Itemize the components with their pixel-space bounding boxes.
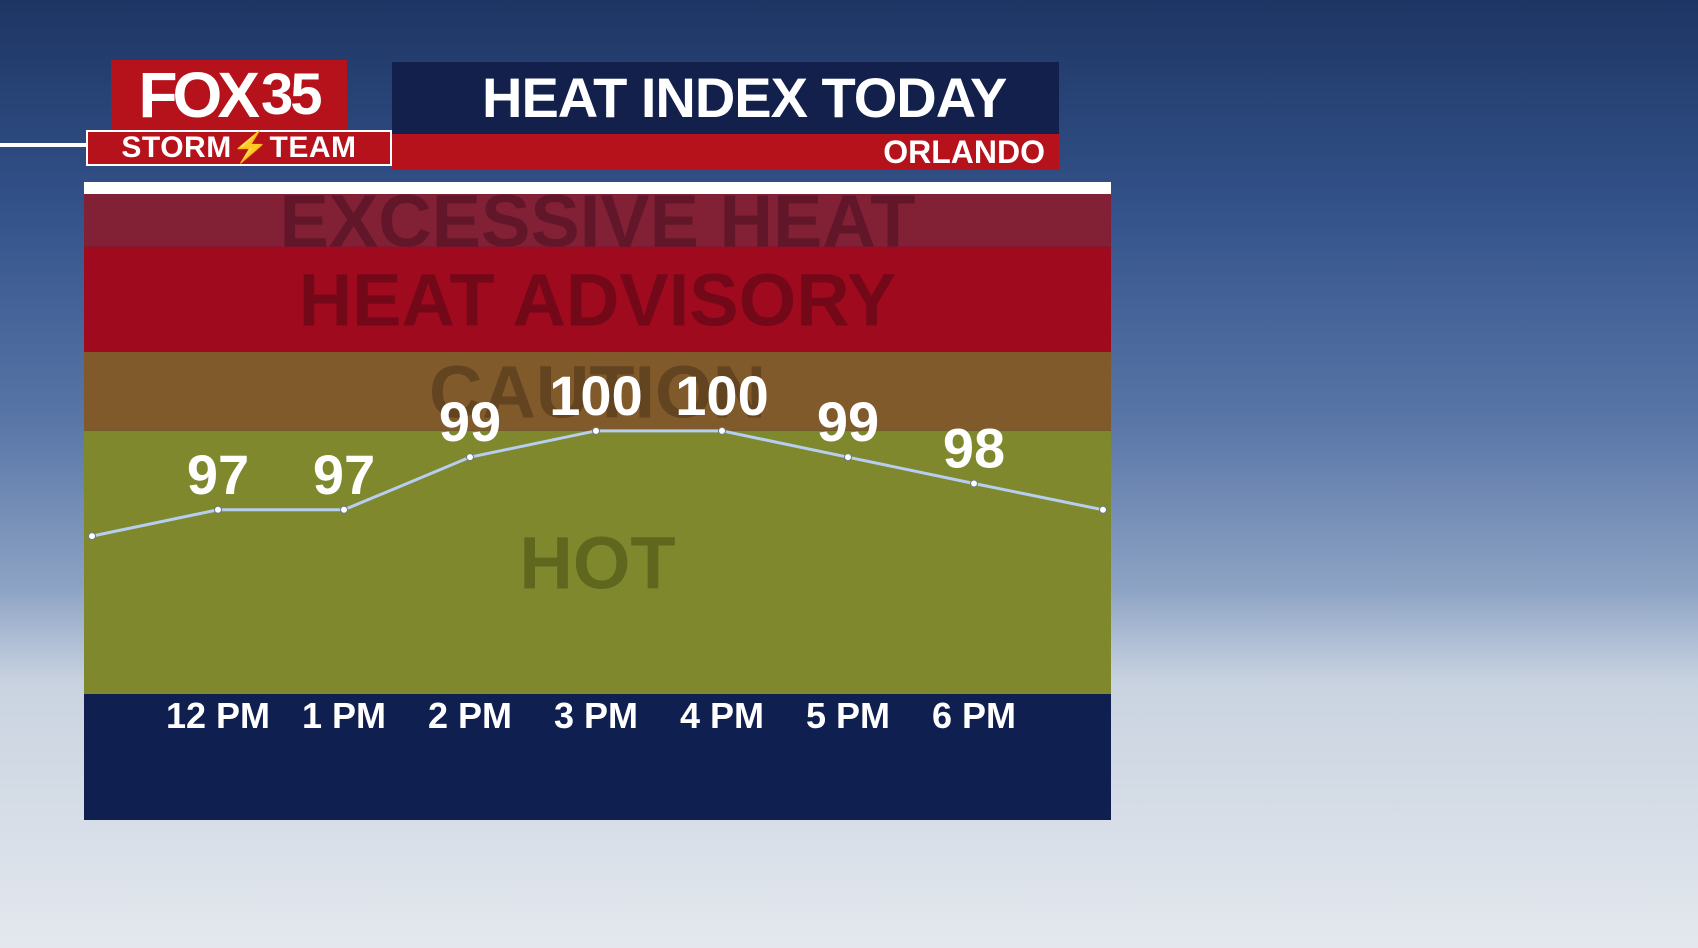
- logo-fox-box: FOX 35: [111, 60, 347, 130]
- series-point-end: [1099, 505, 1107, 514]
- data-label: 99: [439, 390, 501, 453]
- data-label: 100: [549, 364, 642, 427]
- band-label-hot: HOT: [519, 521, 675, 604]
- series-point: [340, 505, 348, 514]
- station-logo: FOX 35 STORM⚡TEAM: [86, 60, 392, 170]
- band-label-caution: CAUTION: [429, 350, 766, 433]
- band-hot: [84, 430, 1111, 694]
- x-tick-label: 12 PM: [166, 695, 270, 736]
- series-point: [970, 479, 978, 488]
- x-tick-label: 2 PM: [428, 695, 512, 736]
- data-label: 97: [187, 443, 249, 506]
- data-label: 99: [817, 390, 879, 453]
- logo-channel-number: 35: [261, 62, 322, 127]
- series-point: [214, 505, 222, 514]
- x-tick-label: 5 PM: [806, 695, 890, 736]
- plot-top-border: [84, 182, 1111, 194]
- series-point: [592, 426, 600, 435]
- data-label: 97: [313, 443, 375, 506]
- data-label: 100: [675, 364, 768, 427]
- band-excessive-heat: [84, 194, 1111, 247]
- series-point: [844, 453, 852, 462]
- band-caution: [84, 351, 1111, 431]
- series-point: [718, 426, 726, 435]
- chart-panel: EXCESSIVE HEAT HEAT ADVISORY CAUTION HOT 97 9…: [84, 182, 1111, 820]
- band-label-heat-advisory: HEAT ADVISORY: [299, 258, 897, 341]
- series-point: [466, 453, 474, 462]
- band-heat-advisory: [84, 246, 1111, 352]
- logo-storm-team: STORM⚡TEAM: [86, 130, 392, 166]
- x-tick-label: 6 PM: [932, 695, 1016, 736]
- logo-fox-text: FOX: [138, 59, 260, 131]
- location-label: ORLANDO: [392, 134, 1059, 170]
- chart-title: HEAT INDEX TODAY: [392, 62, 1059, 134]
- x-tick-label: 3 PM: [554, 695, 638, 736]
- x-tick-label: 4 PM: [680, 695, 764, 736]
- series-point-start: [88, 532, 96, 541]
- data-label: 98: [943, 416, 1005, 479]
- x-tick-label: 1 PM: [302, 695, 386, 736]
- decorative-rule: [0, 143, 86, 147]
